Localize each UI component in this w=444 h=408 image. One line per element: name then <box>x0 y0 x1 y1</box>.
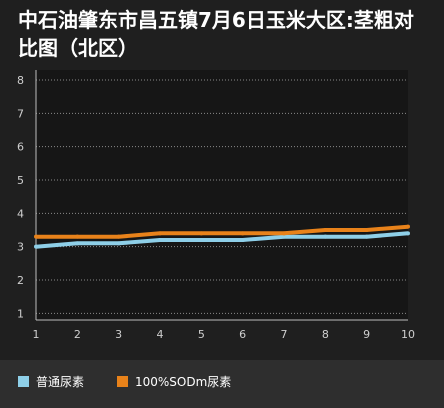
legend-label-series-1: 普通尿素 <box>36 374 85 389</box>
line-chart: 1 2 3 4 5 6 7 8 1 2 3 4 5 6 7 8 9 10 <box>17 70 415 341</box>
series-line-2 <box>36 224 409 239</box>
series-1-point-3 <box>116 241 121 246</box>
legend: 普通尿素 100%SODm尿素 <box>0 360 444 408</box>
legend-item-series-1[interactable]: 普通尿素 <box>18 371 84 391</box>
y-tick-label-1: 1 <box>17 307 24 320</box>
series-1-point-10 <box>406 231 410 236</box>
series-2-point-7 <box>282 231 286 236</box>
chart-title-line-2: 比图（北区） <box>18 36 138 60</box>
series-1-point-5 <box>199 238 204 242</box>
y-tick-label-7: 7 <box>17 107 24 120</box>
x-tick-label-9: 9 <box>363 328 370 341</box>
series-1-point-2 <box>75 241 80 246</box>
y-tick-label-6: 6 <box>17 141 24 154</box>
x-tick-label-10: 10 <box>401 328 415 341</box>
series-2-point-6 <box>240 231 245 236</box>
x-tick-label-6: 6 <box>239 328 246 341</box>
x-tick-label-5: 5 <box>198 328 205 341</box>
series-line-1 <box>35 231 409 249</box>
chart-title: 中石油肇东市昌五镇7月6日玉米大区:茎粗对 比图（北区） <box>18 6 444 62</box>
x-tick-label-4: 4 <box>157 328 164 341</box>
series-1-point-6 <box>240 238 245 242</box>
series-2-point-4 <box>158 231 162 236</box>
series-2-point-10 <box>406 224 410 229</box>
y-tick-label-2: 2 <box>17 274 24 287</box>
series-2-point-3 <box>116 234 121 239</box>
x-tick-label-3: 3 <box>115 328 122 341</box>
series-2-point-5 <box>199 231 204 236</box>
x-tick-label-8: 8 <box>322 328 329 341</box>
series-2-point-8 <box>323 228 328 232</box>
series-1-point-7 <box>282 234 286 239</box>
x-tick-label-7: 7 <box>281 328 288 341</box>
y-tick-label-8: 8 <box>17 74 24 87</box>
legend-swatch-series-2 <box>117 375 128 387</box>
y-tick-label-4: 4 <box>17 207 24 220</box>
y-tick-label-5: 5 <box>17 174 24 187</box>
series-2-point-9 <box>364 228 369 232</box>
series-2-point-1 <box>34 234 38 239</box>
chart-title-line-1: 中石油肇东市昌五镇7月6日玉米大区:茎粗对 <box>18 8 414 32</box>
x-tick-label-2: 2 <box>74 328 81 341</box>
plot-area <box>36 70 408 320</box>
series-1-point-1 <box>34 244 38 249</box>
x-tick-label-1: 1 <box>33 328 40 341</box>
series-2-point-2 <box>75 234 80 239</box>
y-tick-label-3: 3 <box>17 241 24 254</box>
series-1-point-4 <box>158 238 162 242</box>
legend-item-series-2[interactable]: 100%SODm尿素 <box>117 371 231 391</box>
legend-swatch-series-1 <box>18 375 29 387</box>
series-1-point-9 <box>364 234 369 239</box>
series-1-point-8 <box>323 234 328 239</box>
legend-label-series-2: 100%SODm尿素 <box>135 374 232 389</box>
